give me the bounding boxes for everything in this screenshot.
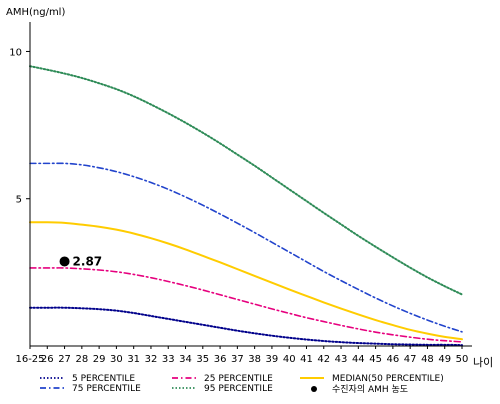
legend-label: 5 PERCENTILE	[72, 374, 135, 384]
x-tick-label: 50	[456, 354, 469, 365]
x-tick-label: 39	[266, 354, 279, 365]
legend-label: 25 PERCENTILE	[204, 374, 273, 384]
legend-label: 수진자의 AMH 농도	[332, 384, 408, 395]
x-tick-label: 42	[317, 354, 330, 365]
x-tick-label: 38	[248, 354, 261, 365]
y-axis-title: AMH(ng/ml)	[6, 7, 65, 18]
x-tick-label: 33	[162, 354, 175, 365]
x-tick-label: 30	[110, 354, 123, 365]
x-tick-label: 47	[404, 354, 417, 365]
series-line-75-percentile	[29, 162, 463, 333]
patient-amh-point	[59, 256, 70, 267]
series-line-5-percentile	[29, 306, 463, 347]
x-tick-label: 26	[41, 354, 54, 365]
x-tick-label: 44	[352, 354, 365, 365]
series-line-95-percentile	[29, 65, 463, 296]
x-tick-label: 16-25	[15, 354, 44, 365]
x-tick-label: 28	[75, 354, 88, 365]
patient-amh-value-label: 2.87	[73, 254, 103, 268]
x-tick-label: 34	[179, 354, 192, 365]
x-tick-label: 29	[93, 354, 106, 365]
x-tick-label: 49	[438, 354, 451, 365]
x-tick-label: 40	[283, 354, 296, 365]
legend: 5 PERCENTILE 25 PERCENTILE MEDIAN(50 PERCE…	[40, 374, 444, 395]
x-tick-label: 43	[335, 354, 348, 365]
axes: AMH(ng/ml) 나이	[6, 7, 493, 369]
x-tick-label: 41	[300, 354, 313, 365]
x-tick-label: 27	[58, 354, 71, 365]
x-tick-label: 48	[421, 354, 434, 365]
series-line-25-percentile	[29, 267, 463, 343]
y-tick-label: 10	[9, 47, 22, 58]
legend-label: 75 PERCENTILE	[72, 384, 141, 394]
x-tick-label: 31	[127, 354, 140, 365]
x-tick-label: 46	[387, 354, 400, 365]
legend-label: MEDIAN(50 PERCENTILE)	[332, 374, 444, 384]
y-tick-label: 5	[16, 195, 22, 206]
plot-area: 2.87	[29, 65, 463, 347]
legend-label: 95 PERCENTILE	[204, 384, 273, 394]
x-axis-title: 나이	[473, 356, 493, 369]
x-tick-label: 32	[145, 354, 158, 365]
x-tick-label: 36	[214, 354, 227, 365]
x-tick-label: 37	[231, 354, 244, 365]
series-line-median-50-percentile	[29, 221, 463, 341]
x-tick-label: 45	[369, 354, 382, 365]
x-tick-label: 35	[196, 354, 209, 365]
legend-patient-marker	[311, 386, 317, 392]
